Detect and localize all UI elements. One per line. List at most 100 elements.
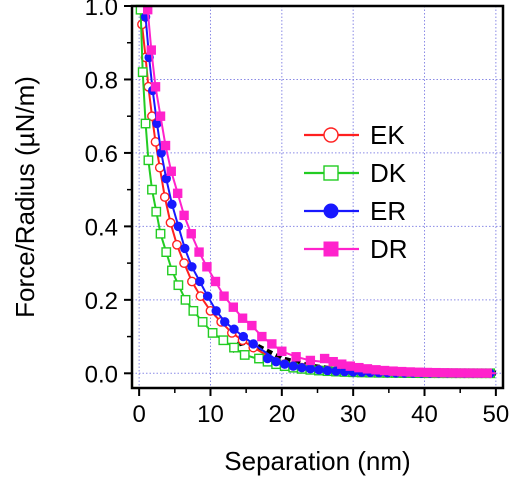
y-tick-label-4: 0.8 <box>85 67 118 94</box>
legend-label-dr: DR <box>370 234 408 264</box>
point-dk-7 <box>161 247 172 257</box>
y-tick-label-3: 0.6 <box>85 141 118 168</box>
point-dr-7 <box>179 210 189 221</box>
point-dk-6 <box>155 228 166 239</box>
point-dr-8 <box>186 229 196 239</box>
point-dr-16 <box>257 331 267 342</box>
point-er-11 <box>202 291 213 301</box>
point-er-13 <box>220 317 230 327</box>
series-line-dk <box>139 9 496 375</box>
point-dr-3 <box>155 111 166 121</box>
series-dk <box>135 4 496 379</box>
point-dr-20 <box>305 355 316 366</box>
tail-point-er <box>288 361 298 371</box>
y-tick-label-2: 0.4 <box>85 214 118 241</box>
point-dk-12 <box>197 316 208 327</box>
x-tick-label-2: 20 <box>268 401 295 428</box>
legend-label-er: ER <box>370 196 406 226</box>
tail-point-dr <box>388 366 398 376</box>
y-axis-ticks: 0.0 0.2 0.4 0.6 0.8 1.0 <box>85 0 132 388</box>
y-tick-label-0: 0.0 <box>85 361 118 388</box>
tail-point-er <box>305 364 316 374</box>
point-dr-5 <box>166 166 176 176</box>
x-tick-label-1: 10 <box>197 401 224 428</box>
x-axis-ticks: 0 10 20 30 40 50 <box>132 388 509 428</box>
x-tick-label-4: 40 <box>411 401 438 428</box>
y-axis-label: Force/Radius (µN/m) <box>10 76 40 318</box>
tail-point-er <box>297 362 307 373</box>
tail-point-dr <box>337 359 347 369</box>
point-dk-8 <box>167 265 177 276</box>
point-dr-14 <box>237 313 248 323</box>
x-tick-label-3: 30 <box>340 401 367 428</box>
legend-label-ek: EK <box>370 120 405 150</box>
tail-point-er <box>314 365 324 375</box>
legend-swatch-marker <box>323 241 339 257</box>
legend-label-dk: DK <box>370 158 407 188</box>
point-dk-9 <box>173 280 184 291</box>
tail-point-dr <box>422 367 433 378</box>
point-dr-12 <box>219 291 229 301</box>
y-tick-label-5: 1.0 <box>85 0 118 21</box>
point-dr-13 <box>228 302 239 312</box>
series-er <box>140 12 496 378</box>
point-er-15 <box>238 331 249 342</box>
point-dr-4 <box>160 140 171 151</box>
tail-point-dr <box>405 367 415 377</box>
legend-item-dr: DR <box>304 234 408 264</box>
tail-point-dr <box>328 356 338 367</box>
legend-swatch-marker <box>323 127 339 143</box>
tail-point-dr <box>456 368 467 378</box>
point-er-9 <box>187 262 197 272</box>
legend: EK DK ER DR <box>304 120 408 264</box>
point-dk-4 <box>147 184 157 195</box>
point-er-5 <box>161 173 171 184</box>
legend-swatch-marker <box>323 165 339 181</box>
point-er-16 <box>248 339 258 349</box>
tail-point-dr <box>414 367 424 377</box>
point-dk-14 <box>218 335 229 346</box>
point-ek-6 <box>159 192 170 202</box>
series-line-ek <box>141 24 496 375</box>
tail-point-dr <box>371 365 381 375</box>
point-er-12 <box>211 306 221 316</box>
point-dk-16 <box>239 350 250 360</box>
tail-point-dr <box>482 368 493 378</box>
x-tick-label-0: 0 <box>132 401 145 428</box>
tail-point-er <box>279 359 290 369</box>
tail-point-dr <box>362 364 373 374</box>
point-dr-11 <box>210 276 221 287</box>
tail-point-dr <box>474 368 484 378</box>
tail-point-dr <box>379 365 390 376</box>
point-er-6 <box>167 199 177 210</box>
point-dr-17 <box>267 339 277 349</box>
tail-point-dr <box>396 366 407 377</box>
legend-item-er: ER <box>304 196 406 226</box>
point-ek-7 <box>165 217 176 228</box>
plot-frame <box>130 4 505 390</box>
grid-lines <box>132 5 503 388</box>
point-dr-19 <box>291 352 301 362</box>
point-dk-2 <box>140 118 151 129</box>
y-tick-label-1: 0.2 <box>85 288 118 315</box>
tail-point-dr <box>354 362 364 373</box>
point-er-8 <box>180 243 190 254</box>
point-dr-18 <box>277 346 287 356</box>
point-dk-15 <box>229 342 239 353</box>
tail-point-dk <box>254 353 264 364</box>
tail-point-er <box>262 353 273 364</box>
point-dr-10 <box>202 262 212 272</box>
x-axis-label: Separation (nm) <box>224 446 410 476</box>
tail-point-dr <box>431 367 441 378</box>
x-tick-label-5: 50 <box>483 401 510 428</box>
point-dk-3 <box>143 155 154 166</box>
point-er-7 <box>173 221 184 232</box>
tail-point-er <box>271 356 281 367</box>
point-dk-1 <box>137 67 148 78</box>
tail-point-dr <box>319 353 330 364</box>
point-ek-9 <box>179 258 189 269</box>
legend-item-ek: EK <box>304 120 405 150</box>
point-er-14 <box>229 324 239 334</box>
point-dr-1 <box>146 45 156 55</box>
point-dr-9 <box>194 247 204 257</box>
